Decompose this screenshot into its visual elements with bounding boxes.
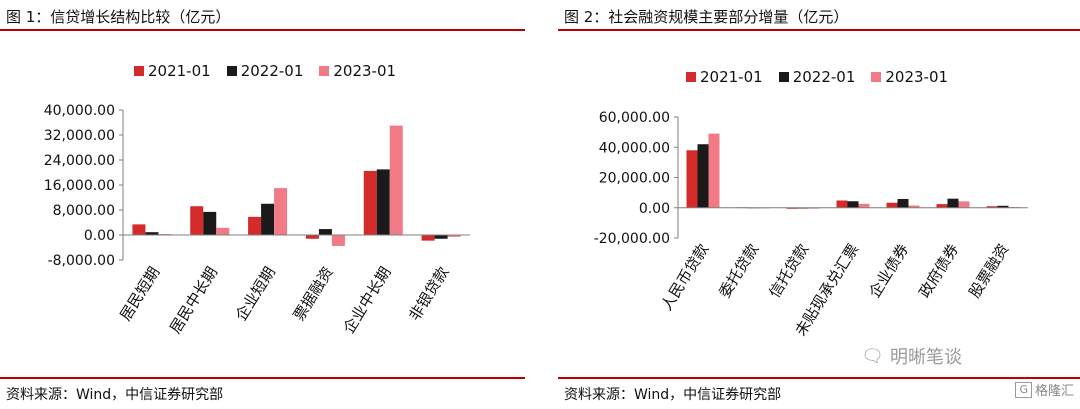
legend-swatch-2022 <box>226 66 237 76</box>
left-source-rule <box>0 377 525 379</box>
right-source-note: 资料来源：Wind，中信证券研究部 <box>564 387 782 403</box>
right-source-rule <box>558 377 1080 379</box>
left-chart-y-tick-label: -8,000.00 <box>48 253 115 269</box>
right-chart-bar-2022-01 <box>697 144 709 208</box>
corner-logo-text: 格隆汇 <box>1034 384 1074 399</box>
left-chart-bar-2021-01 <box>248 216 262 235</box>
right-chart-bar-2021-01 <box>936 204 948 208</box>
left-chart-category-label: 非银贷款 <box>405 264 452 324</box>
left-chart-bar-2022-01 <box>145 232 159 235</box>
right-chart-bar-2023-01 <box>708 133 720 208</box>
right-legend: 2021-01 2022-01 2023-01 <box>686 68 964 86</box>
right-chart-bar-2021-01 <box>886 202 898 208</box>
right-bar-chart: 60,000.00 40,000.00 20,000.00 0.00 -20,000.0… <box>594 110 1028 339</box>
left-chart-bar-2022-01 <box>376 169 390 235</box>
right-chart-bar-2022-01 <box>947 198 959 208</box>
legend-swatch-2021 <box>134 66 144 76</box>
right-chart-y-tick-label: 0.00 <box>639 201 670 217</box>
right-chart-bar-2021-01 <box>836 200 848 208</box>
legend-swatch-2022 <box>778 72 789 82</box>
left-chart-category-label: 居民中长期 <box>166 264 221 337</box>
left-legend: 2021-01 2022-01 2023-01 <box>134 62 412 80</box>
right-legend-item-2021: 2021-01 <box>686 68 763 86</box>
watermark: 🗨 明晰笔谈 <box>861 343 962 369</box>
right-chart-bar-2022-01 <box>847 201 859 208</box>
left-title-rule <box>0 29 525 31</box>
right-chart-bar-2022-01 <box>997 205 1009 208</box>
left-chart-y-tick-label: 8,000.00 <box>53 203 115 219</box>
left-source-note: 资料来源：Wind，中信证券研究部 <box>6 387 224 403</box>
legend-swatch-2023 <box>871 72 882 82</box>
left-chart-bar-2021-01 <box>132 224 146 235</box>
left-chart-y-tick-label: 24,000.00 <box>44 153 115 169</box>
left-chart-y-tick-label: 16,000.00 <box>44 178 115 194</box>
left-chart-bar-2023-01 <box>216 227 230 235</box>
right-legend-item-2023: 2023-01 <box>871 68 948 86</box>
right-chart-y-tick-label: 40,000.00 <box>599 140 670 156</box>
right-chart-panel: 图 2：社会融资规模主要部分增量（亿元） 2021-01 2022-01 202… <box>558 0 1080 409</box>
right-chart-bar-2023-01 <box>908 205 920 208</box>
left-chart-bar-2022-01 <box>434 235 448 239</box>
left-chart-bar-2022-01 <box>261 203 275 235</box>
left-legend-label-2022: 2022-01 <box>240 62 304 80</box>
left-chart-bar-2021-01 <box>190 206 204 235</box>
right-chart-category-label: 企业债券 <box>865 241 912 301</box>
left-chart-category-label: 票据融资 <box>290 264 337 324</box>
right-chart-bar-2021-01 <box>686 150 698 208</box>
gelonghui-logo-icon: G <box>1015 381 1032 398</box>
right-chart-bar-2022-01 <box>897 198 909 208</box>
right-chart-y-tick-label: -20,000.00 <box>594 231 670 247</box>
left-legend-item-2022: 2022-01 <box>226 62 304 80</box>
left-chart-y-tick-label: 0.00 <box>84 228 115 244</box>
left-chart-bar-2023-01 <box>331 235 345 246</box>
right-chart-category-label: 政府债券 <box>915 241 962 301</box>
right-chart-category-label: 人民币贷款 <box>657 241 712 314</box>
left-legend-item-2023: 2023-01 <box>319 62 396 80</box>
left-chart-y-tick-label: 32,000.00 <box>44 128 115 144</box>
left-chart-bar-2023-01 <box>447 235 461 237</box>
right-chart-bar-2021-01 <box>986 206 998 208</box>
right-legend-label-2021: 2021-01 <box>700 68 763 86</box>
right-chart-bar-2023-01 <box>958 201 970 208</box>
left-chart-y-tick-label: 40,000.00 <box>44 103 115 119</box>
wechat-icon: 🗨 <box>861 345 884 367</box>
right-chart-category-label: 信托贷款 <box>765 241 812 301</box>
right-chart-bar-2023-01 <box>858 203 870 208</box>
left-bar-chart: 40,000.00 32,000.00 24,000.00 16,000.00 8,00… <box>44 103 470 337</box>
legend-swatch-2023 <box>319 66 330 76</box>
right-chart-category-label: 股票融资 <box>965 241 1012 301</box>
right-legend-label-2023: 2023-01 <box>885 68 949 86</box>
right-title-rule <box>558 29 1080 31</box>
right-chart-bar-2021-01 <box>786 207 798 209</box>
corner-logo: G 格隆汇 <box>1015 380 1074 399</box>
left-chart-bar-2021-01 <box>363 170 377 235</box>
left-chart-title: 图 1：信贷增长结构比较（亿元） <box>6 8 231 26</box>
left-chart-bar-2023-01 <box>274 188 288 235</box>
right-chart-y-tick-label: 60,000.00 <box>599 110 670 126</box>
left-chart-category-label: 企业短期 <box>232 264 279 324</box>
left-chart-category-label: 居民短期 <box>116 264 163 324</box>
left-chart-bar-2023-01 <box>389 125 403 235</box>
left-chart-bar-2022-01 <box>203 211 217 235</box>
right-legend-label-2022: 2022-01 <box>792 68 856 86</box>
left-legend-item-2021: 2021-01 <box>134 62 211 80</box>
left-chart-bar-2021-01 <box>421 235 435 241</box>
watermark-text: 明晰笔谈 <box>890 347 962 368</box>
left-chart-bar-2021-01 <box>305 235 319 239</box>
right-chart-title: 图 2：社会融资规模主要部分增量（亿元） <box>564 8 849 26</box>
right-chart-category-label: 委托贷款 <box>715 241 762 301</box>
right-chart-y-tick-label: 20,000.00 <box>599 171 670 187</box>
left-chart-panel: 图 1：信贷增长结构比较（亿元） 2021-01 2022-01 2023-01… <box>0 0 525 409</box>
right-legend-item-2022: 2022-01 <box>778 68 856 86</box>
left-legend-label-2021: 2021-01 <box>148 62 211 80</box>
left-chart-bar-2022-01 <box>318 229 332 235</box>
left-legend-label-2023: 2023-01 <box>333 62 397 80</box>
left-chart-category-label: 企业中长期 <box>340 264 395 337</box>
legend-swatch-2021 <box>686 72 696 82</box>
